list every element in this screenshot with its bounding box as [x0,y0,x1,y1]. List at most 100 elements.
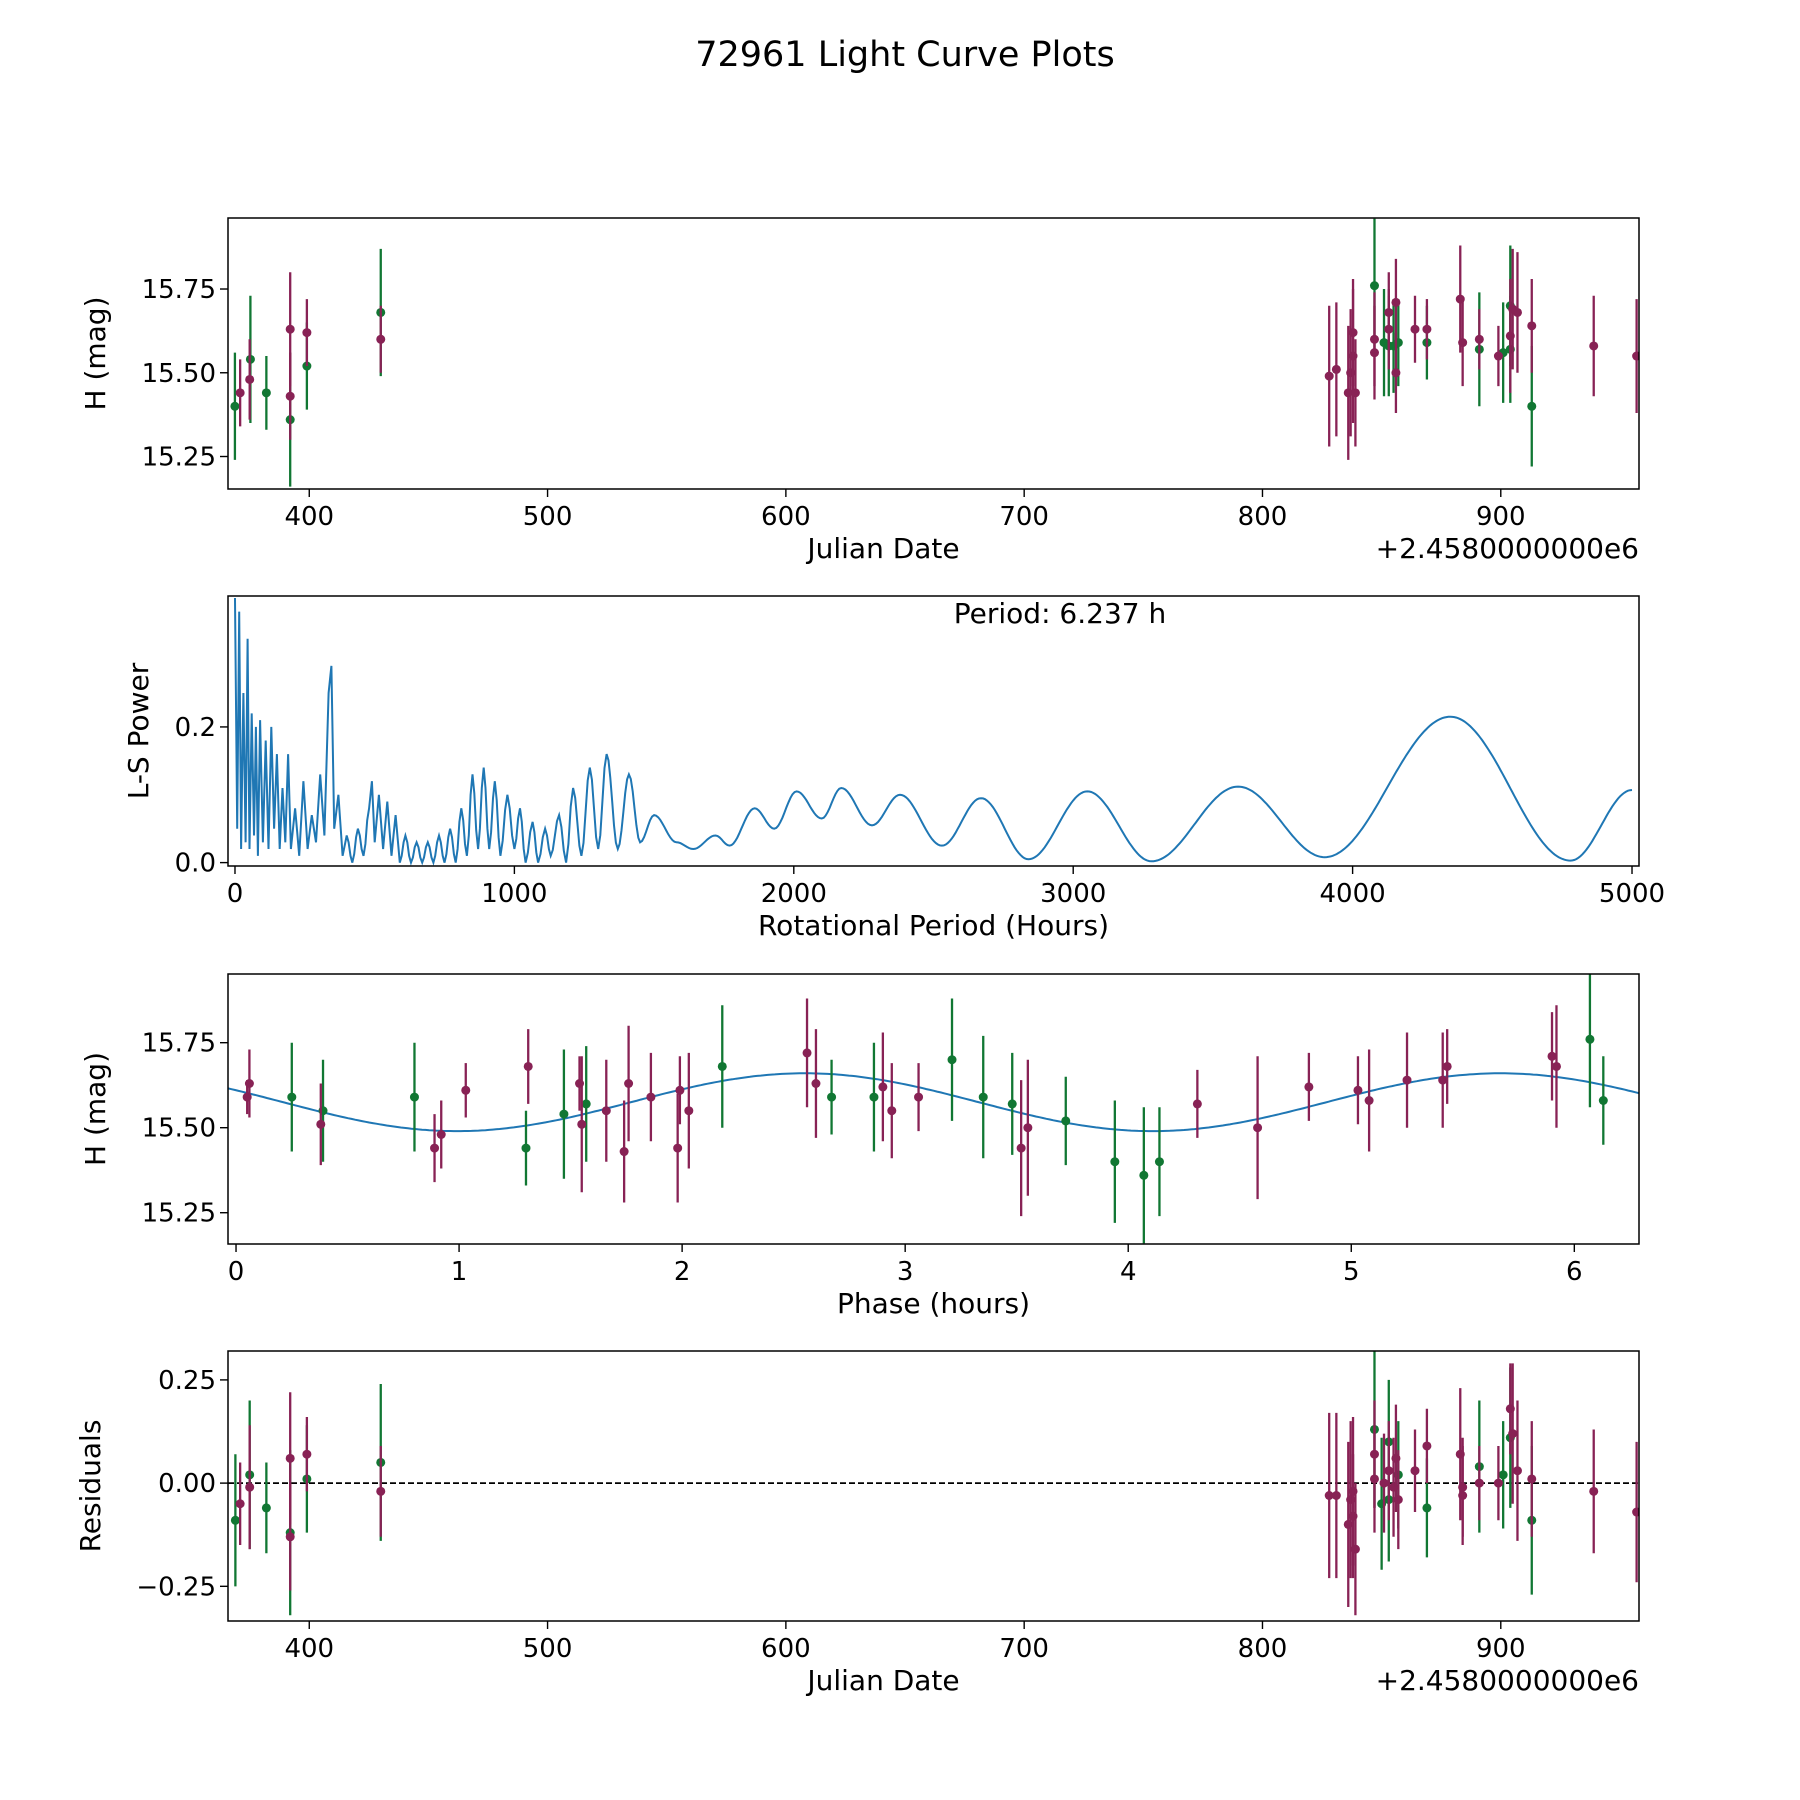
plot-area [228,974,1639,1244]
data-point [1061,1076,1071,1166]
data-point [235,359,245,427]
point-marker [1527,1474,1537,1484]
data-point [409,1042,419,1152]
data-point [1632,1441,1639,1583]
x-tick-label: 400 [284,502,334,532]
x-tick-label: 700 [999,502,1049,532]
data-point [1016,1080,1026,1217]
data-point [1438,1032,1448,1128]
point-marker [1324,1490,1334,1500]
x-axis-label: Julian Date [805,1664,959,1697]
point-marker [1023,1123,1033,1133]
data-point [1458,299,1468,387]
point-marker [244,1078,254,1088]
x-tick-label: 500 [523,502,573,532]
point-marker [1391,368,1401,378]
data-point [461,1063,471,1118]
data-point [1598,1056,1608,1145]
x-tick-label: 700 [999,1634,1049,1664]
data-point [235,1462,245,1546]
y-tick-label: 0.2 [175,713,216,743]
data-point [646,1052,656,1142]
point-marker [1353,1085,1363,1095]
model-fit-line [228,1072,1639,1133]
data-point [1493,1445,1503,1521]
point-marker [1061,1116,1071,1126]
point-marker [601,1106,611,1116]
data-point [1498,1421,1508,1529]
point-marker [878,1082,888,1092]
data-point [1393,1450,1403,1550]
data-point [1632,299,1639,413]
point-marker [1422,1441,1432,1451]
x-tick-label: 500 [523,1634,573,1664]
point-marker [577,1119,587,1129]
data-point [675,1056,685,1125]
data-point [1585,974,1595,1108]
point-marker [1369,281,1379,291]
y-tick-label: 15.75 [142,275,216,305]
data-point [1350,1483,1360,1616]
data-point [261,356,271,430]
x-tick-label: 5000 [1599,879,1665,909]
periodogram-line [233,598,1633,866]
x-axis-label: Rotational Period (Hours) [758,909,1109,942]
panel-residuals: 400 500 600 700 800 900 −0.25 0.00 0.25 Julian Da… [74,1350,1640,1697]
x-tick-label: 800 [1238,502,1288,532]
point-marker [811,1078,821,1088]
panel-periodogram: Period: 6.237 h 0 1000 2000 3000 4000 5000 0.0 0… [122,595,1665,942]
data-point [436,1100,446,1169]
point-marker [1493,1478,1503,1488]
data-point [1508,1363,1518,1504]
y-tick-label: 0.0 [175,849,216,879]
y-tick-label: 0.00 [158,1469,216,1499]
data-point [1369,305,1379,400]
plot-area [228,1351,1639,1616]
y-tick-label: 15.50 [142,359,216,389]
y-tick-label: 15.25 [142,1199,216,1229]
point-marker [245,374,255,384]
point-marker [1331,364,1341,374]
point-marker [1551,1061,1561,1071]
data-point [523,1029,533,1104]
point-marker [261,388,271,398]
point-marker [1016,1143,1026,1153]
data-point [316,1083,326,1166]
data-point [1154,1107,1164,1217]
point-marker [1110,1157,1120,1167]
data-point [1364,1049,1374,1152]
axes-frame [227,595,1640,867]
point-marker [1402,1075,1412,1085]
data-point [1551,1005,1561,1128]
data-point [1458,1437,1468,1537]
x-tick-label: 900 [1476,1634,1526,1664]
point-marker [302,328,312,338]
point-marker [624,1078,634,1088]
point-marker [1410,324,1420,334]
data-point [1379,1433,1389,1533]
point-marker [235,1499,245,1509]
data-point [559,1049,569,1179]
point-marker [1139,1170,1149,1180]
data-point [811,1029,821,1138]
data-point [581,1046,591,1162]
point-marker [1384,1466,1394,1476]
point-marker [523,1061,533,1071]
x-offset-label: +2.4580000000e6 [1376,532,1639,565]
data-point [1110,1100,1120,1223]
y-axis-label: H (mag) [79,1052,112,1166]
point-marker [316,1119,326,1129]
point-marker [235,388,245,398]
data-point [887,1063,897,1159]
data-point [878,1032,888,1142]
point-marker [1508,1429,1518,1439]
point-marker [430,1143,440,1153]
data-point [1512,252,1522,373]
data-point [521,1110,531,1186]
data-point [244,1049,254,1118]
point-marker [646,1092,656,1102]
point-marker [1410,1466,1420,1476]
data-point [1023,1059,1033,1196]
axes-frame [227,217,1640,490]
